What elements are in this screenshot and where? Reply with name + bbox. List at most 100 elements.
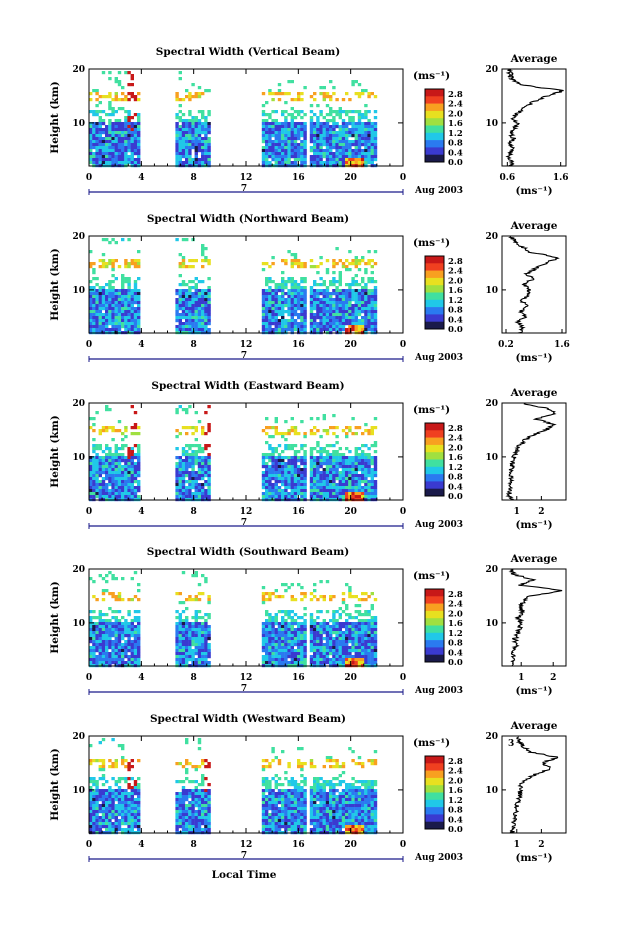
heatmap-cell [325,319,330,323]
heatmap-cell [114,98,118,102]
heatmap-cell [95,89,99,93]
heatmap-cell [274,301,278,305]
heatmap-cell [175,634,179,638]
heatmap-cell [114,277,118,281]
heatmap-cell [293,459,298,463]
heatmap-cell [309,310,314,314]
heatmap-cell [108,625,112,629]
heatmap-cell [194,480,198,484]
heatmap-cell [322,86,326,90]
colorbar-tick-label: 2.8 [448,257,463,267]
heatmap-cell [303,137,307,141]
heatmap-cell [303,277,307,281]
heatmap-cell [309,259,314,263]
heatmap-cell [373,304,378,308]
heatmap-cell [370,462,374,466]
heatmap-cell [281,625,285,629]
heatmap-cell [114,158,118,162]
heatmap-cell [194,637,198,641]
heatmap-cell [293,122,298,126]
heatmap-cell [108,152,112,156]
heatmap-cell [345,131,349,135]
heatmap-cell [357,158,362,162]
heatmap-cell [133,652,138,656]
heatmap-cell [325,125,330,129]
heatmap-cell [89,628,93,632]
heatmap-cell [114,646,118,650]
heatmap-cell [175,610,179,614]
heatmap-cell [335,453,339,457]
heatmap-cell [361,613,365,617]
heatmap-cell [293,328,298,332]
heatmap-cell [133,631,138,635]
average-y-tick-label: 10 [485,119,498,129]
heatmap-cell [309,477,314,481]
heatmap-cell [325,649,330,653]
heatmap-cell [281,610,285,614]
heatmap-cell [332,628,336,632]
heatmap-cell [105,646,109,650]
heatmap-cell [92,625,96,629]
heatmap-cell [265,441,269,445]
heatmap-cell [290,655,294,659]
heatmap-cell [284,131,288,135]
heatmap-cell [300,625,304,629]
heatmap-cell [281,628,285,632]
heatmap-cell [89,289,93,293]
heatmap-cell [319,131,323,135]
heatmap-cell [133,158,138,162]
heatmap-cell [265,417,269,421]
heatmap-cell [300,110,304,114]
y-axis-label: Height (km) [49,415,61,487]
heatmap-cell [281,462,285,466]
heatmap-cell [351,283,355,287]
heatmap-cell [297,637,301,641]
heatmap-cell [287,161,291,165]
heatmap-cell [335,634,339,638]
heatmap-cell [332,432,336,436]
heatmap-cell [348,155,352,159]
x-tick-label: 8 [191,507,197,517]
heatmap-cell [313,328,317,332]
heatmap-cell [274,462,278,466]
heatmap-cell [101,110,106,114]
heatmap-cell [127,119,131,123]
heatmap-cell [319,447,323,451]
average-frame [501,235,567,334]
heatmap-cell [287,613,291,617]
heatmap-cell [345,289,349,293]
heatmap-cell [137,161,141,165]
heatmap-cell [191,634,195,638]
heatmap-cell [92,262,96,266]
heatmap-cell [316,328,320,332]
colorbar: (ms⁻¹)2.82.42.01.61.20.80.40.0 [413,237,463,335]
heatmap-cell [207,646,211,650]
heatmap-cell [133,444,138,448]
heatmap-cell [373,622,378,626]
heatmap-cell [268,616,272,620]
heatmap-cell [204,580,208,584]
heatmap-cell [297,289,301,293]
panel-title: Spectral Width (Vertical Beam) [156,46,340,58]
x-tick-label: 12 [240,340,253,350]
heatmap-cell [364,298,368,302]
heatmap-cell [284,283,288,287]
heatmap-cell [178,468,182,472]
x-tick-label: 0 [400,507,406,517]
heatmap-cell [373,146,378,150]
heatmap-cell [204,625,208,629]
heatmap-cell [364,304,368,308]
heatmap-cell [111,595,115,599]
heatmap-cell [316,637,320,641]
heatmap-cell [207,423,211,427]
heatmap-cell [121,459,125,463]
heatmap-cell [293,634,298,638]
heatmap-cell [345,298,349,302]
heatmap-cell [95,456,99,460]
heatmap-cell [309,119,314,123]
heatmap-cell [338,459,342,463]
heatmap-cell [335,146,339,150]
heatmap-cell [303,607,307,611]
heatmap-cell [300,622,304,626]
heatmap-cell [300,658,304,662]
